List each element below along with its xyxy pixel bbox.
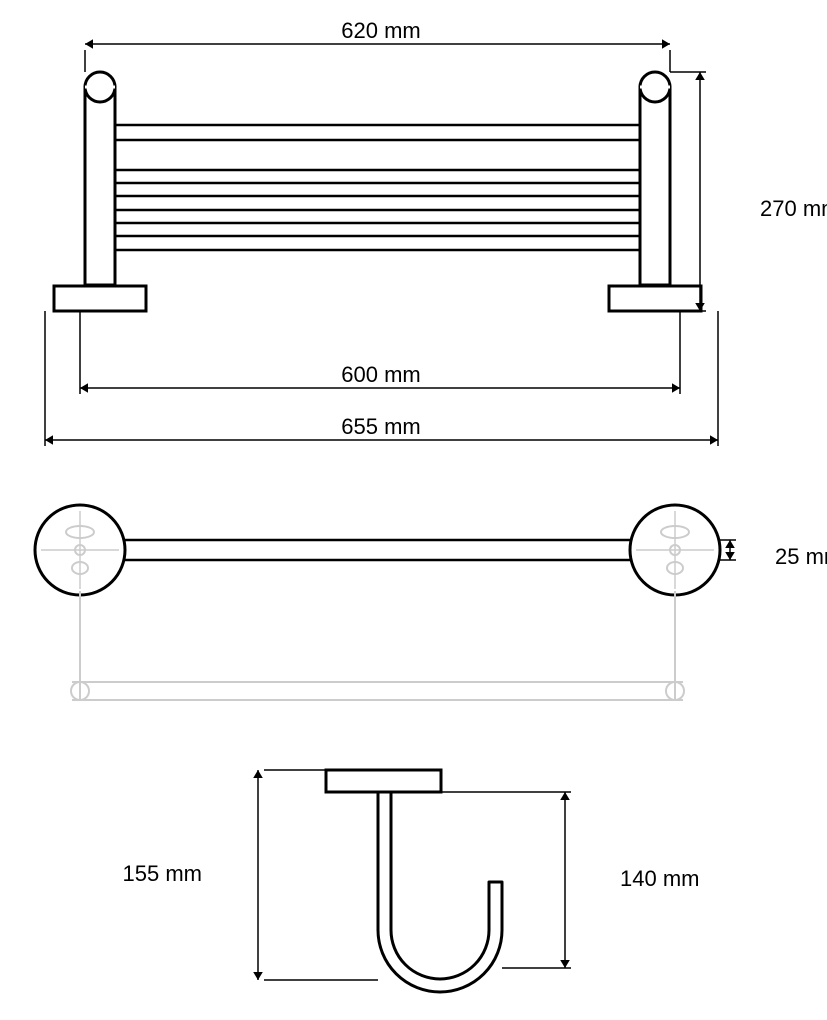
technical-drawing: 620 mm 270 mm 600 mm 655 mm 25 mm 155 mm 140 m… [0, 0, 827, 1020]
svg-text:655 mm: 655 mm [341, 414, 420, 439]
top-view [35, 505, 720, 700]
svg-text:25 mm: 25 mm [775, 544, 827, 569]
svg-text:600 mm: 600 mm [341, 362, 420, 387]
side-view [326, 770, 502, 992]
svg-text:270 mm: 270 mm [760, 196, 827, 221]
svg-text:140 mm: 140 mm [620, 866, 699, 891]
front-view [54, 72, 701, 311]
svg-text:155 mm: 155 mm [123, 861, 202, 886]
svg-text:620 mm: 620 mm [341, 18, 420, 43]
